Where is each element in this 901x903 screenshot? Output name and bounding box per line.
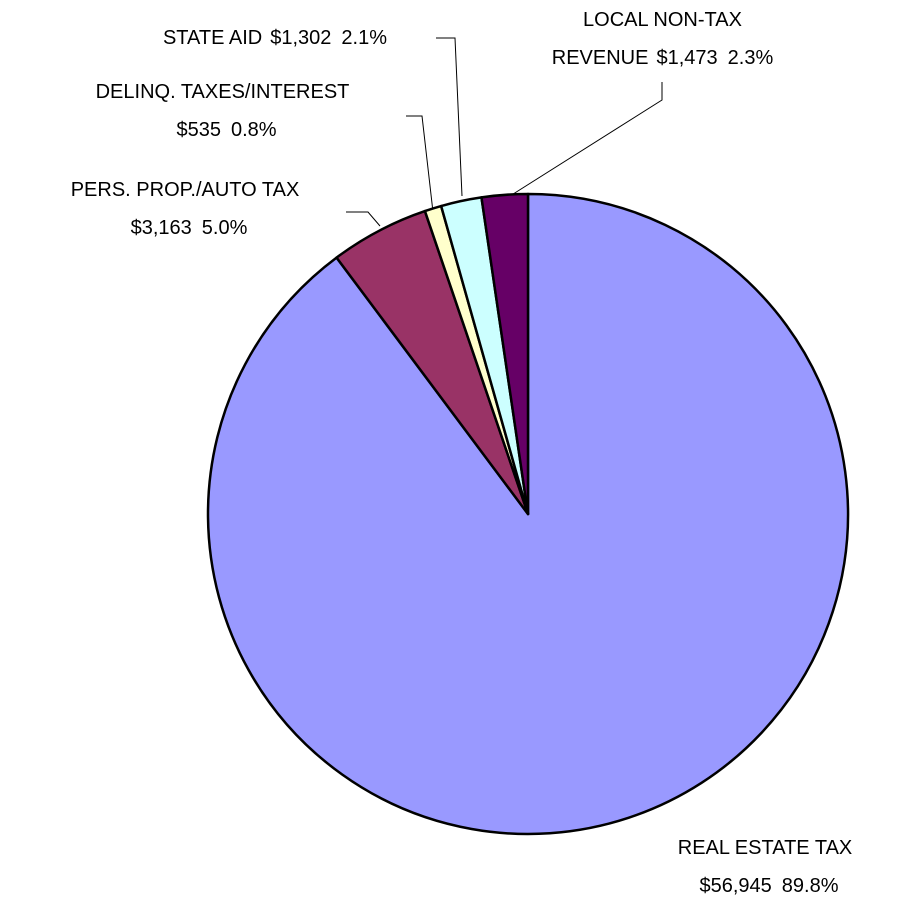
percent-label: 89.8%	[781, 875, 839, 897]
label-values: $3,163 5.0%	[8, 209, 370, 247]
label-values: $1,473 2.3%	[656, 47, 773, 69]
label-name: PERS. PROP./AUTO TAX	[70, 179, 300, 201]
leader-line	[509, 82, 663, 197]
slice-label: PERS. PROP./AUTO TAX $3,163 5.0%	[0, 171, 370, 247]
value-label: $1,473	[656, 47, 718, 69]
percent-label: 2.1%	[341, 27, 388, 49]
label-name: STATE AID	[162, 27, 263, 49]
value-label: $56,945	[699, 875, 772, 897]
value-label: $3,163	[130, 217, 192, 239]
label-name: LOCAL NON-TAX REVENUE	[551, 9, 742, 69]
leader-lines	[346, 37, 663, 227]
value-label: $1,302	[270, 27, 332, 49]
label-name: DELINQ. TAXES/INTEREST	[95, 81, 350, 103]
slice-label: LOCAL NON-TAX REVENUE $1,473 2.3%	[535, 1, 790, 77]
value-label: $535	[176, 119, 221, 141]
percent-label: 2.3%	[727, 47, 774, 69]
slice-label: REAL ESTATE TAX $56,945 89.8%	[620, 829, 901, 903]
label-values: $1,302 2.1%	[270, 27, 387, 49]
leader-line	[346, 211, 381, 227]
leader-line	[436, 37, 463, 197]
slice-label: STATE AID $1,302 2.1%	[110, 19, 440, 57]
percent-label: 0.8%	[230, 119, 277, 141]
label-values: $56,945 89.8%	[628, 867, 901, 903]
percent-label: 5.0%	[201, 217, 248, 239]
slice-label: DELINQ. TAXES/INTEREST $535 0.8%	[30, 73, 415, 149]
label-name: REAL ESTATE TAX	[677, 837, 853, 859]
pie-slice	[480, 192, 530, 516]
label-values: $535 0.8%	[38, 111, 415, 149]
leader-line	[406, 115, 434, 213]
